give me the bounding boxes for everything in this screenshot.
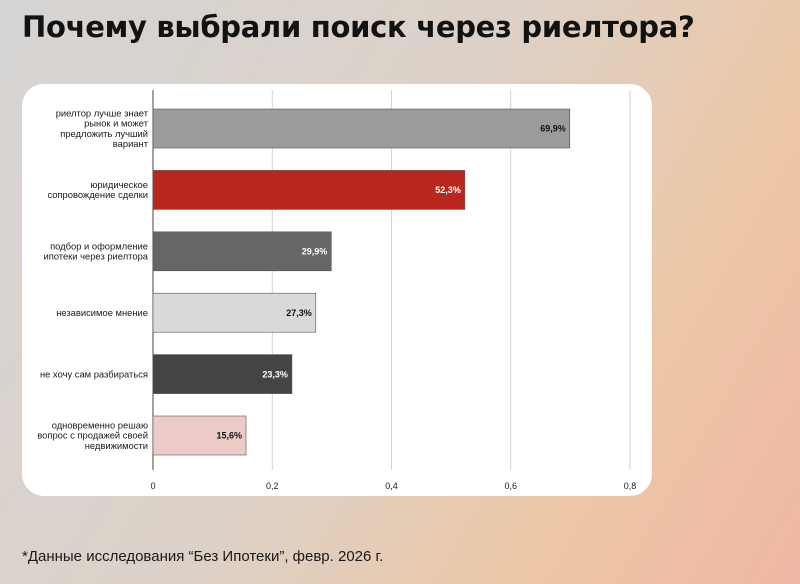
- bar-value-label: 29,9%: [302, 247, 328, 257]
- x-tick-label: 0,8: [624, 481, 637, 491]
- bar: [152, 231, 332, 272]
- page-title: Почему выбрали поиск через риелтора?: [22, 10, 695, 44]
- category-label: независимое мнение: [56, 307, 148, 318]
- bar: [152, 292, 317, 333]
- bar-value-label: 69,9%: [540, 124, 566, 134]
- x-tick-label: 0: [150, 481, 155, 491]
- bar-value-label: 23,3%: [262, 369, 288, 379]
- bar: [152, 354, 293, 394]
- bar-value-label: 15,6%: [216, 431, 242, 441]
- category-label: подбор и оформление ипотеки через риелтор…: [43, 240, 148, 261]
- x-tick-label: 0,6: [504, 481, 517, 491]
- category-label: одновременно решаю вопрос с продажей свое…: [37, 420, 148, 451]
- category-label: не хочу сам разбираться: [40, 368, 148, 379]
- x-tick-label: 0,2: [266, 481, 279, 491]
- bar: [152, 170, 466, 210]
- bar: [152, 108, 571, 149]
- x-tick-label: 0,4: [385, 481, 398, 491]
- bar-value-label: 52,3%: [435, 185, 461, 195]
- bar-value-label: 27,3%: [286, 308, 312, 318]
- bar-chart: 0 0,2 0,4 0,6 0,8 69,9% риелтор лучше знает рын…: [37, 90, 637, 491]
- chart-card: 0 0,2 0,4 0,6 0,8 69,9% риелтор лучше знает рын…: [22, 84, 652, 496]
- bar: [152, 415, 247, 456]
- category-label: юридическое сопровождение сделки: [47, 179, 148, 200]
- footnote: *Данные исследования “Без Ипотеки”, февр…: [22, 548, 384, 565]
- category-label: риелтор лучше знает рынок и может предложи…: [56, 107, 149, 149]
